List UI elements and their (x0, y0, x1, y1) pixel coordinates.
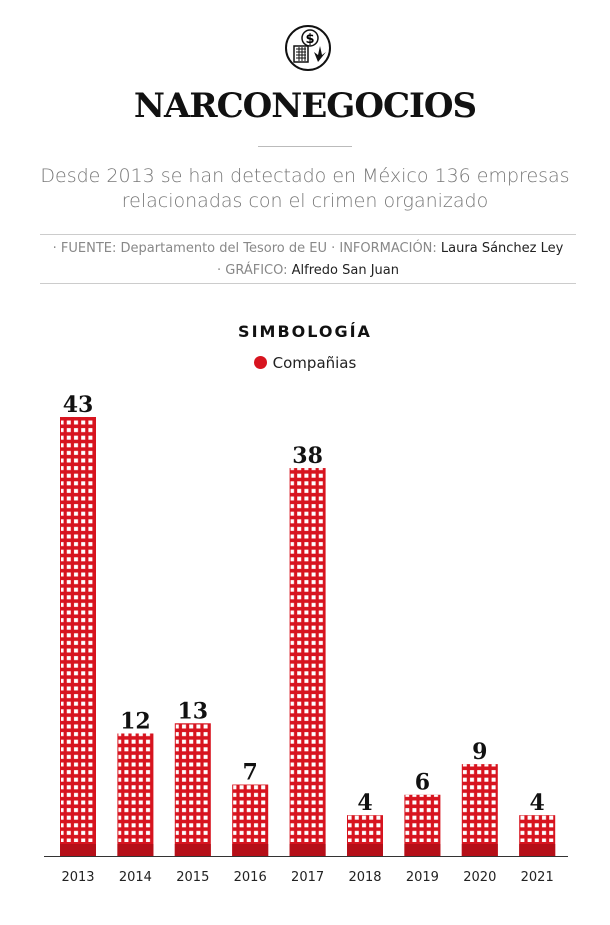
divider (40, 283, 576, 284)
credits: · FUENTE: Departamento del Tesoro de EU … (40, 238, 576, 282)
data-label: 4 (530, 790, 545, 816)
bar-base (404, 844, 441, 856)
data-label: 7 (243, 760, 258, 786)
legend-title: SIMBOLOGÍA (238, 322, 372, 341)
divider (40, 234, 576, 235)
x-tick-label: 2013 (61, 870, 94, 885)
x-tick-label: 2019 (406, 870, 439, 885)
bar-base (232, 844, 269, 856)
x-tick-label: 2014 (119, 870, 152, 885)
chart-subtitle: Desde 2013 se han detectado en México 13… (40, 165, 570, 212)
x-tick-label: 2017 (291, 870, 324, 885)
bar-base (174, 844, 211, 856)
data-label: 43 (63, 392, 94, 418)
graphic-label: · GRÁFICO: (216, 263, 292, 278)
bar-windows (405, 794, 440, 842)
bar-base (347, 844, 383, 856)
bar-windows (290, 468, 325, 842)
bar-base (461, 844, 498, 856)
graphic-author: Alfredo San Juan (291, 263, 399, 278)
chart-title: NARCONEGOCIOS (133, 86, 477, 126)
x-tick-label: 2021 (521, 870, 554, 885)
legend-label: Compañias (272, 354, 357, 372)
legend: Compañias (0, 354, 610, 372)
bar-windows (462, 764, 497, 842)
data-label: 12 (120, 708, 151, 734)
x-tick-label: 2018 (348, 870, 381, 885)
bar-windows (118, 733, 153, 842)
bar-base (289, 844, 326, 856)
data-label: 9 (472, 739, 487, 765)
data-label: 38 (292, 443, 323, 469)
data-label: 13 (177, 698, 208, 724)
bar-base (117, 844, 154, 856)
bar-windows (233, 784, 268, 842)
data-label: 4 (357, 790, 372, 816)
x-tick-label: 2015 (176, 870, 209, 885)
bar-base (60, 844, 96, 856)
svg-text:$: $ (305, 32, 314, 47)
bar-windows (348, 815, 382, 842)
bar-windows (520, 815, 555, 842)
bar-windows (175, 723, 210, 842)
info-author: Laura Sánchez Ley (440, 241, 564, 256)
legend-swatch (253, 356, 267, 369)
building-dollar-leaf-icon: $ (285, 25, 331, 71)
source-label: · FUENTE: Departamento del Tesoro de EU … (52, 241, 441, 256)
divider (258, 146, 352, 147)
x-tick-label: 2020 (463, 870, 496, 885)
x-tick-label: 2016 (234, 870, 267, 885)
bar-base (519, 844, 556, 856)
data-label: 6 (415, 770, 430, 796)
bar-windows (61, 417, 95, 842)
